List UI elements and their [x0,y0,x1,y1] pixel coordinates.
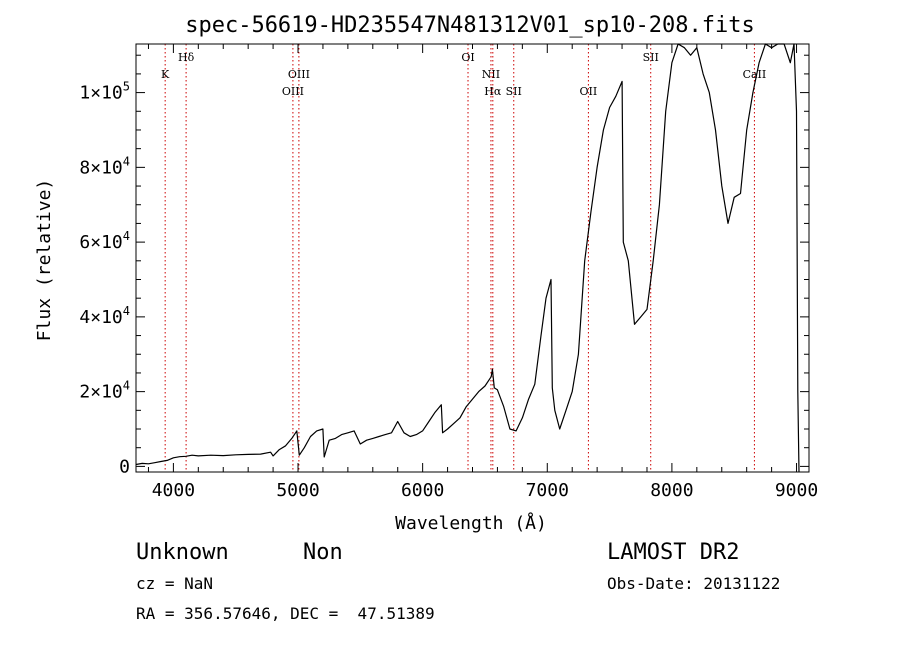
y-tick-exponent: 5 [123,80,130,94]
obs-date: Obs-Date: 20131122 [607,574,780,593]
y-tick-exponent: 4 [123,154,130,168]
x-axis-label: Wavelength (Å) [395,512,547,534]
spectral-line-label: OIII [282,85,304,98]
y-tick-mantissa: 2×10 [79,382,122,403]
x-axis-ticks: 4000 5000 6000 7000 8000 9000 [147,44,818,501]
y-tick-exponent: 4 [123,304,130,318]
spectral-line-label: OI [461,51,474,64]
y-tick-label: 2×104 [79,379,130,403]
y-axis-label: Flux (relative) [34,179,55,342]
x-tick-label: 8000 [650,480,693,501]
x-tick-label: 5000 [276,480,319,501]
y-tick-label: 6×104 [79,229,130,253]
y-tick-exponent: 4 [123,379,130,393]
x-tick-label: 4000 [152,480,195,501]
spectral-line-label: CaII [743,68,767,81]
y-tick-mantissa: 4×10 [79,307,122,328]
y-tick-label: 4×104 [79,304,130,328]
y-tick-label: 8×104 [79,154,130,178]
spectrum-series [135,43,800,473]
survey-name: LAMOST DR2 [607,540,739,565]
x-tick-label: 9000 [775,480,818,501]
coordinates: RA = 356.57646, DEC = 47.51389 [136,604,435,623]
spectral-line-label: OIII [288,68,310,81]
spectral-line-label: NII [482,68,500,81]
spectral-line-label: SII [506,85,522,98]
spectral-line-label: Hδ [178,51,195,64]
y-tick-mantissa: 1×10 [79,83,122,104]
spectrum-line [135,43,800,473]
spectral-line-label: SII [643,51,659,64]
chart-title: spec-56619-HD235547N481312V01_sp10-208.f… [185,13,755,38]
y-tick-mantissa: 6×10 [79,232,122,253]
spectral-line-label: K [161,68,170,81]
x-tick-label: 7000 [526,480,569,501]
object-class: Unknown [136,540,229,565]
y-tick-label: 1×105 [79,80,130,104]
y-tick-exponent: 4 [123,229,130,243]
x-tick-label: 6000 [401,480,444,501]
spectral-line-markers: K Hδ OIII OIII OI NII Hα SII OII SII CaII [161,44,766,472]
y-tick-mantissa: 8×10 [79,157,122,178]
plot-frame [135,43,810,473]
object-subclass: Non [303,540,343,565]
spectral-line-label: Hα [484,85,502,98]
redshift-value: cz = NaN [136,574,213,593]
spectral-line-label: OII [580,85,598,98]
y-tick-mantissa: 0 [119,456,130,477]
y-tick-label: 0 [119,456,130,477]
